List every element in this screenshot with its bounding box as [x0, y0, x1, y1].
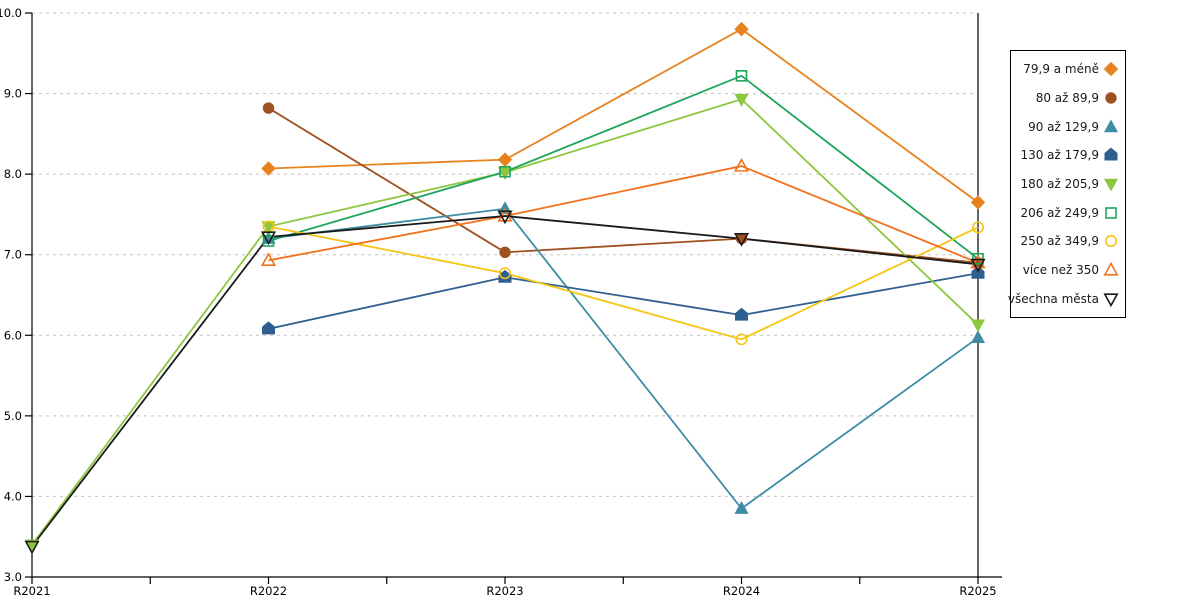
legend-item-v-ce-ne-350: více než 350 — [1015, 261, 1119, 278]
series-markers-206-a-249-9 — [262, 70, 984, 265]
legend-item-79-9-a-m-n: 79,9 a méně — [1015, 61, 1119, 77]
triangle-down-legend-icon — [1103, 292, 1119, 307]
legend-item-180-a-205-9: 180 až 205,9 — [1015, 176, 1119, 192]
y-tick-label: 6.0 — [4, 328, 22, 342]
circle-legend-icon — [1105, 92, 1117, 104]
legend-label: 206 až 249,9 — [1020, 205, 1099, 220]
legend-label: 180 až 205,9 — [1020, 176, 1099, 191]
206-a-249-9-marker — [972, 252, 984, 265]
legend-item-90-a-129-9: 90 až 129,9 — [1015, 119, 1119, 135]
130-a-179-9-marker — [262, 321, 275, 335]
v-echna-m-sta-marker — [970, 258, 986, 273]
80-a-89-9-marker — [262, 102, 275, 114]
v-echna-m-sta-marker — [733, 233, 750, 247]
90-a-129-9-marker — [734, 500, 749, 514]
y-tick-label: 10.0 — [0, 6, 22, 20]
triangle-down-legend-icon — [1103, 178, 1119, 192]
250-a-349-9-marker — [735, 333, 748, 346]
series-line-130-a-179-9 — [268, 272, 979, 330]
x-tick-label: R2023 — [486, 584, 523, 598]
79-9-a-m-n-marker — [497, 152, 513, 167]
y-tick-label: 9.0 — [4, 87, 22, 101]
legend-label: všechna města — [1007, 291, 1099, 306]
series-markers — [24, 21, 986, 555]
v-echna-m-sta-marker — [497, 210, 513, 225]
legend: 79,9 a méně 80 až 89,9 90 až 129,9 130 až 1… — [1008, 50, 1126, 318]
series-line-250-a-349-9 — [268, 225, 979, 341]
series-line-90-a-129-9 — [268, 207, 979, 510]
legend-item-130-a-179-9: 130 až 179,9 — [1015, 147, 1119, 163]
triangle-up-legend-icon — [1103, 119, 1119, 132]
axes: 3.0 4.0 5.0 6.0 7.0 8.0 9.0 10.0 R2021 R2022 R2023… — [0, 6, 1002, 598]
legend-item-v-echna-m-sta: všechna města — [1008, 291, 1119, 307]
diamond-legend-icon — [1103, 62, 1119, 77]
series-markers-180-a-205-9 — [24, 93, 986, 553]
250-a-349-9-legend-marker — [1105, 235, 1117, 248]
80-a-89-9-marker — [499, 246, 511, 258]
206-a-249-9-marker — [735, 70, 748, 82]
series-markers-79-9-a-m-n — [261, 21, 986, 210]
206-a-249-9-marker — [262, 235, 275, 247]
legend-item-250-a-349-9: 250 až 349,9 — [1015, 233, 1119, 249]
79-9-a-m-n-legend-marker — [1103, 62, 1119, 77]
y-tick-label: 5.0 — [4, 409, 22, 423]
v-ce-ne-350-legend-marker — [1103, 261, 1119, 276]
90-a-129-9-marker — [970, 330, 986, 344]
y-tick-label: 3.0 — [4, 570, 22, 584]
legend-label: více než 350 — [1022, 262, 1099, 277]
130-a-179-9-marker — [735, 307, 748, 321]
legend-label: 130 až 179,9 — [1020, 148, 1099, 163]
206-a-249-9-marker — [499, 165, 511, 178]
series-markers-250-a-349-9 — [262, 220, 984, 346]
180-a-205-9-marker — [497, 167, 513, 181]
x-tick-label: R2024 — [723, 584, 760, 598]
legend-item-206-a-249-9: 206 až 249,9 — [1015, 205, 1119, 221]
triangle-up-legend-icon — [1103, 261, 1119, 276]
legend-label: 80 až 89,9 — [1035, 90, 1099, 105]
series-line-206-a-249-9 — [268, 74, 979, 260]
square-legend-icon — [1105, 206, 1117, 219]
circle-legend-icon — [1105, 235, 1117, 248]
180-a-205-9-marker — [970, 319, 986, 333]
series-markers-v-ce-ne-350 — [260, 157, 986, 269]
series-line-v-echna-m-sta — [31, 215, 979, 547]
79-9-a-m-n-marker — [261, 161, 276, 176]
130-a-179-9-legend-marker — [1104, 147, 1118, 161]
v-echna-m-sta-legend-marker — [1103, 292, 1119, 307]
79-9-a-m-n-marker — [970, 195, 986, 210]
series-line-79-9-a-m-n — [268, 28, 979, 204]
pentagon-legend-icon — [1104, 147, 1118, 161]
legend-item-80-a-89-9: 80 až 89,9 — [1015, 90, 1119, 106]
legend-label: 90 až 129,9 — [1028, 119, 1099, 134]
250-a-349-9-marker — [971, 221, 984, 234]
series-lines — [31, 28, 979, 547]
x-tick-label: R2021 — [13, 584, 50, 598]
206-a-249-9-legend-marker — [1105, 206, 1117, 219]
series-markers-v-echna-m-sta — [24, 210, 986, 555]
v-echna-m-sta-marker — [260, 231, 277, 246]
v-ce-ne-350-marker — [260, 252, 277, 266]
250-a-349-9-marker — [498, 267, 511, 280]
y-tick-label: 4.0 — [4, 489, 22, 503]
90-a-129-9-legend-marker — [1103, 119, 1119, 132]
legend-label: 250 až 349,9 — [1020, 234, 1099, 249]
series-line-v-ce-ne-350 — [268, 165, 979, 264]
v-ce-ne-350-marker — [733, 157, 750, 172]
y-tick-label: 8.0 — [4, 167, 22, 181]
v-echna-m-sta-marker — [24, 540, 40, 555]
y-tick-label: 7.0 — [4, 248, 22, 262]
x-tick-label: R2025 — [959, 584, 996, 598]
x-tick-label: R2022 — [250, 584, 287, 598]
v-ce-ne-350-marker — [497, 207, 513, 222]
80-a-89-9-legend-marker — [1105, 92, 1117, 104]
legend-label: 79,9 a méně — [1023, 62, 1099, 77]
v-ce-ne-350-marker — [970, 254, 986, 269]
180-a-205-9-legend-marker — [1103, 178, 1119, 192]
79-9-a-m-n-marker — [734, 21, 749, 37]
series-markers-130-a-179-9 — [262, 265, 985, 335]
180-a-205-9-marker — [734, 93, 749, 107]
